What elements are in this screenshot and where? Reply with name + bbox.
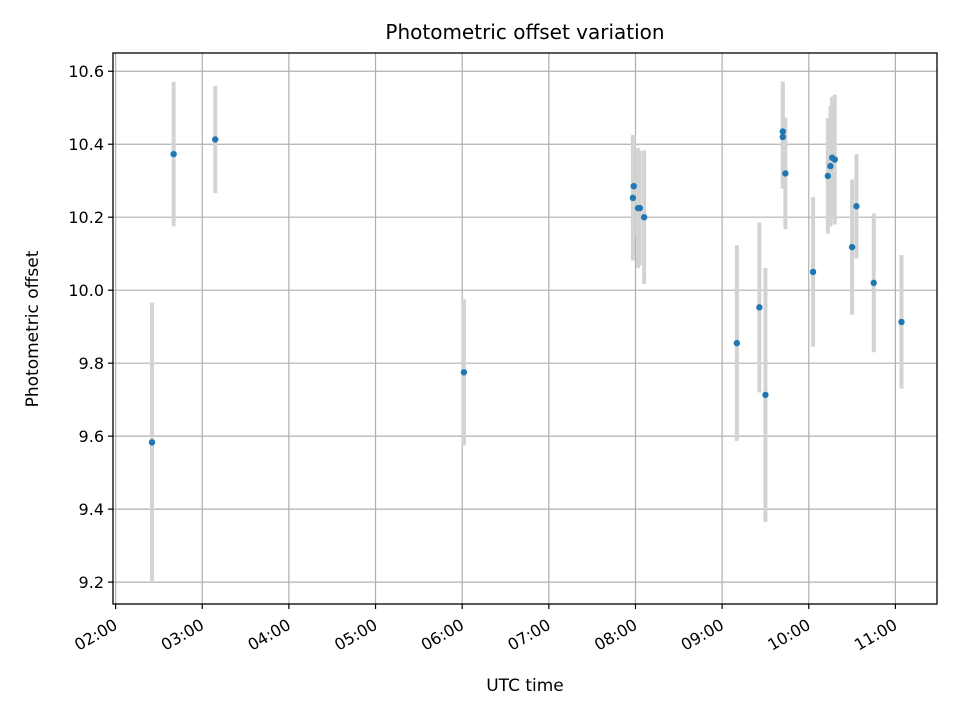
data-point bbox=[848, 243, 856, 251]
grid bbox=[113, 53, 937, 604]
y-tick-label: 10.4 bbox=[68, 135, 104, 154]
y-tick-label: 10.2 bbox=[68, 208, 104, 227]
data-point bbox=[170, 150, 177, 158]
data-point bbox=[898, 318, 905, 326]
data-point bbox=[756, 304, 763, 311]
data-point bbox=[212, 136, 219, 143]
y-tick-label: 9.4 bbox=[79, 500, 104, 519]
y-tick-label: 10.6 bbox=[68, 62, 104, 81]
data-point bbox=[460, 369, 468, 376]
y-tick-label: 9.8 bbox=[79, 354, 104, 373]
y-tick-label: 9.6 bbox=[79, 427, 104, 446]
x-axis-label: UTC time bbox=[486, 676, 564, 696]
data-point bbox=[733, 339, 741, 347]
plot-frame bbox=[112, 52, 938, 605]
data-point bbox=[853, 203, 860, 210]
data-point bbox=[629, 194, 637, 202]
data-point bbox=[809, 268, 817, 276]
data-point bbox=[762, 391, 769, 399]
data-point bbox=[148, 439, 156, 446]
y-tick-label: 10.0 bbox=[68, 281, 104, 300]
data-point bbox=[630, 182, 637, 190]
data-point bbox=[636, 204, 644, 212]
data-point bbox=[824, 172, 832, 180]
data-point bbox=[831, 156, 838, 163]
chart-title: Photometric offset variation bbox=[385, 20, 664, 44]
data-point bbox=[827, 162, 834, 170]
data-point bbox=[779, 133, 786, 141]
y-axis-label: Photometric offset bbox=[23, 250, 43, 407]
data-point bbox=[870, 279, 877, 287]
y-tick-label: 9.2 bbox=[79, 573, 104, 592]
data-point bbox=[640, 214, 648, 221]
data-point bbox=[779, 128, 786, 135]
data-point bbox=[782, 170, 789, 177]
y-axis-ticks: 9.2 9.4 9.6 9.8 10.0 10.2 10.4 10.6 bbox=[68, 62, 113, 592]
data-points bbox=[148, 128, 905, 446]
